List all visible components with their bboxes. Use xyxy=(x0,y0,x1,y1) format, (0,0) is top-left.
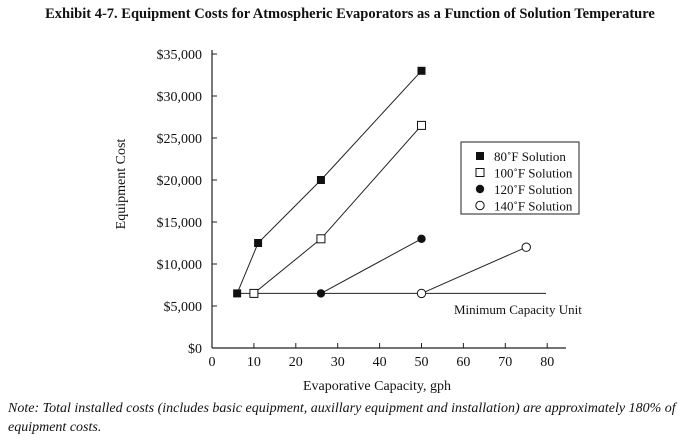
data-point xyxy=(233,289,242,298)
chart-note: Note: Total installed costs (includes ba… xyxy=(8,401,676,435)
data-point xyxy=(416,288,427,299)
series-line-1 xyxy=(236,70,422,294)
x-tick-label: 20 xyxy=(289,355,303,370)
data-point xyxy=(316,234,326,244)
data-point xyxy=(316,176,325,184)
y-tick-label: $0 xyxy=(188,342,202,357)
legend-marker xyxy=(475,184,485,194)
data-point xyxy=(521,242,531,252)
data-point xyxy=(417,66,426,75)
legend-label: 140˚F Solution xyxy=(494,199,573,214)
data-point xyxy=(316,289,326,298)
y-tick-label: $5,000 xyxy=(164,300,203,315)
reference-line-label: Minimum Capacity Unit xyxy=(454,302,582,317)
y-tick-label: $25,000 xyxy=(157,132,203,147)
x-tick-label: 50 xyxy=(415,355,429,370)
x-tick-label: 0 xyxy=(209,355,216,370)
y-tick-label: $35,000 xyxy=(157,48,203,63)
series-line-2 xyxy=(253,125,422,294)
data-point xyxy=(254,239,263,247)
x-tick-label: 70 xyxy=(498,355,512,370)
legend-label: 100˚F Solution xyxy=(494,166,573,181)
legend-marker xyxy=(475,200,485,211)
legend-marker xyxy=(475,168,485,177)
series-line-4 xyxy=(421,246,527,294)
x-tick-label: 60 xyxy=(456,355,470,370)
y-tick-label: $30,000 xyxy=(157,90,203,105)
x-tick-label: 40 xyxy=(373,355,387,370)
x-axis-label: Evaporative Capacity, gph xyxy=(303,379,451,394)
legend-label: 80˚F Solution xyxy=(494,149,566,164)
x-tick-label: 80 xyxy=(540,355,554,370)
legend-marker xyxy=(476,152,484,160)
chart-title: Exhibit 4-7. Equipment Costs for Atmosph… xyxy=(45,6,655,22)
x-tick-label: 10 xyxy=(247,355,261,370)
data-point xyxy=(249,288,259,298)
y-tick-label: $10,000 xyxy=(157,258,203,273)
data-point xyxy=(417,234,426,243)
y-axis-label: Equipment Cost xyxy=(114,139,129,230)
y-tick-label: $20,000 xyxy=(157,174,203,189)
data-point xyxy=(417,120,426,130)
x-tick-label: 30 xyxy=(331,355,345,370)
legend-label: 120˚F Solution xyxy=(494,182,573,197)
series-line-3 xyxy=(320,238,422,294)
y-tick-label: $15,000 xyxy=(157,216,203,231)
